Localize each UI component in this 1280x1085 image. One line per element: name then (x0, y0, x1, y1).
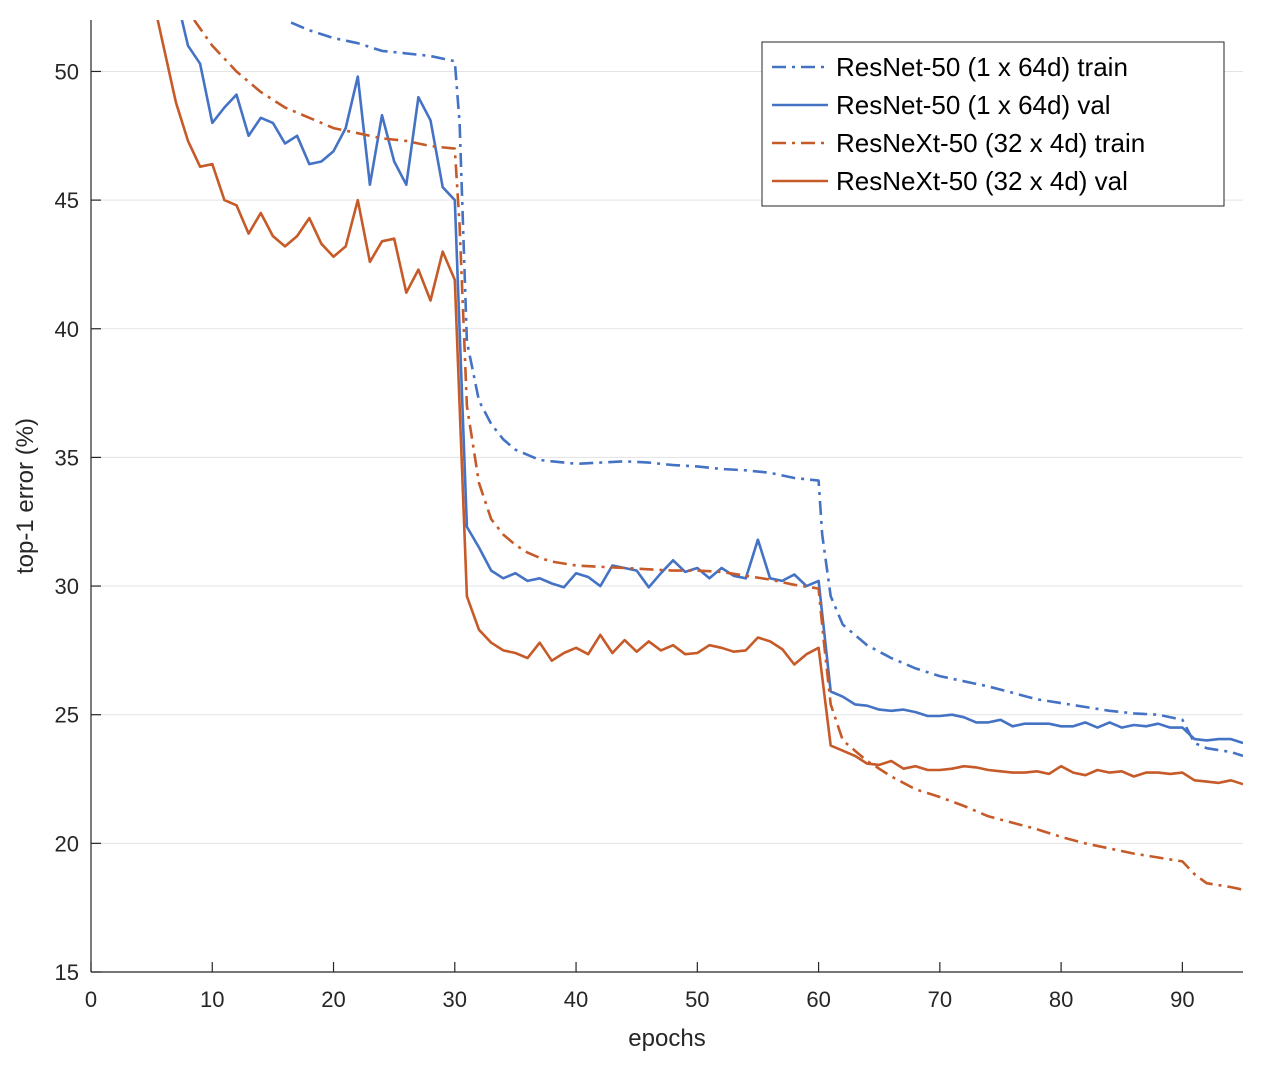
y-tick-label: 35 (55, 445, 79, 470)
series-group (156, 20, 1243, 891)
y-tick-label: 40 (55, 317, 79, 342)
x-tick-label: 30 (443, 987, 467, 1012)
x-tick-label: 50 (685, 987, 709, 1012)
legend: ResNet-50 (1 x 64d) train ResNet-50 (1 x … (761, 41, 1225, 207)
legend-entry-label: ResNeXt-50 (32 x 4d) train (836, 128, 1145, 158)
x-tick-label: 20 (321, 987, 345, 1012)
y-tick-label: 30 (55, 574, 79, 599)
x-tick-label: 0 (85, 987, 97, 1012)
x-tick-label: 70 (928, 987, 952, 1012)
x-tick-label: 90 (1170, 987, 1194, 1012)
y-tick-label: 45 (55, 188, 79, 213)
axes: 15 20 25 30 35 40 45 50 0 10 20 30 40 50 60 70 80 90 (55, 20, 1243, 1012)
legend-entry-label: ResNet-50 (1 x 64d) val (836, 90, 1111, 120)
series-line-1 (290, 21, 1243, 758)
legend-entry-label: ResNet-50 (1 x 64d) train (836, 52, 1128, 82)
series-line-3 (193, 20, 1243, 891)
legend-box (761, 41, 1225, 207)
y-tick-label: 50 (55, 59, 79, 84)
x-tick-label: 80 (1049, 987, 1073, 1012)
series-line-4 (156, 20, 1243, 786)
y-axis-label: top-1 error (%) (12, 418, 39, 574)
y-tick-label: 20 (55, 831, 79, 856)
series-line-2 (180, 20, 1243, 745)
x-tick-label: 40 (564, 987, 588, 1012)
x-axis-label: epochs (628, 1025, 705, 1052)
legend-entry-label: ResNeXt-50 (32 x 4d) val (836, 166, 1128, 196)
y-tick-label: 25 (55, 703, 79, 728)
y-tick-label: 15 (55, 960, 79, 985)
x-tick-label: 60 (806, 987, 830, 1012)
x-tick-label: 10 (200, 987, 224, 1012)
